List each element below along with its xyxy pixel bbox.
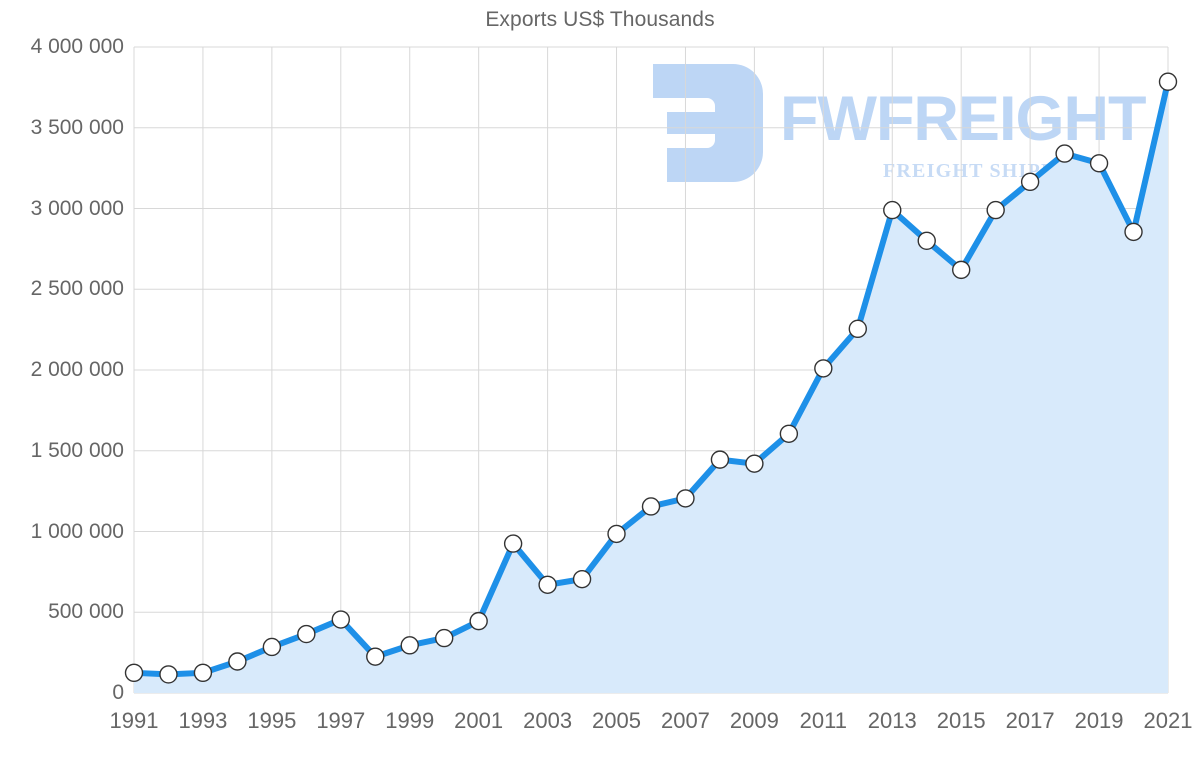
x-axis-tick-label: 1991: [109, 708, 159, 733]
y-axis-tick-label: 3 500 000: [30, 115, 124, 139]
y-axis-tick-label: 4 000 000: [30, 35, 124, 58]
y-axis-tick-label: 3 000 000: [30, 196, 124, 220]
data-markers: [124, 72, 1178, 684]
x-axis-tick-label: 2019: [1074, 708, 1124, 733]
y-axis-tick-label: 1 500 000: [30, 438, 124, 462]
y-axis-tick-label: 2 000 000: [30, 358, 124, 381]
x-axis-tick-label: 2015: [936, 708, 986, 733]
chart-title: Exports US$ Thousands: [485, 8, 715, 31]
y-axis-tick-label: 0: [112, 681, 124, 704]
x-axis-tick-label: 2005: [592, 708, 642, 733]
y-axis-tick-label: 500 000: [48, 600, 124, 624]
y-axis-tick-label: 2 500 000: [30, 277, 124, 301]
x-axis-tick-label: 2009: [729, 708, 779, 733]
x-axis-tick-label: 2011: [799, 708, 847, 733]
x-axis-tick-label: 2001: [454, 708, 504, 733]
x-axis-tick-label: 1993: [178, 708, 228, 733]
x-axis-tick-label: 1995: [247, 708, 297, 733]
x-axis-tick-label: 2007: [660, 708, 710, 733]
x-axis-tick-label: 2013: [867, 708, 917, 733]
x-axis-tick-label: 2003: [523, 708, 573, 733]
y-axis-tick-label: 1 000 000: [30, 519, 124, 543]
x-axis-tick-label: 2017: [1005, 708, 1055, 733]
area-fill: [134, 81, 1168, 694]
x-axis-tick-label: 2021: [1143, 708, 1193, 733]
x-axis-tick-label: 1997: [316, 708, 366, 733]
x-axis-tick-label: 1999: [385, 708, 435, 733]
y-axis-tick-labels: 0 500 000 1 000 000 1 500 000 2 000 000 2 500…: [0, 0, 124, 763]
